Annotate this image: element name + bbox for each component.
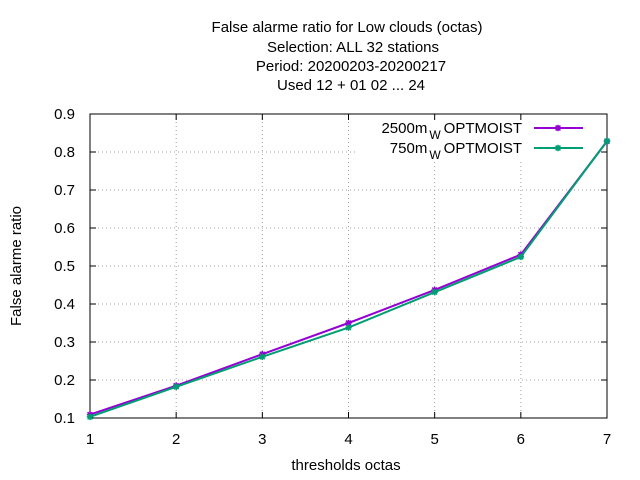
y-tick-label: 0.6 [54, 220, 75, 237]
y-tick-label: 0.5 [54, 258, 75, 275]
title-line-4: Used 12 + 01 02 ... 24 [277, 77, 425, 94]
series-2 [86, 137, 611, 421]
y-axis-label: False alarme ratio [8, 206, 25, 326]
plot-border [89, 113, 608, 419]
legend-entry-2: 750m W OPTMOIST [390, 140, 583, 162]
x-tick-label: 6 [517, 431, 525, 448]
title-line-1: False alarme ratio for Low clouds (octas… [212, 19, 483, 36]
y-tick-label: 0.8 [54, 144, 75, 161]
data-point [345, 324, 352, 331]
y-tick-label: 0.4 [54, 296, 75, 313]
x-tick-label: 2 [172, 431, 180, 448]
y-tick-label: 0.9 [54, 106, 75, 123]
data-point [517, 253, 525, 261]
data-point [554, 144, 562, 152]
legend-background [355, 116, 605, 160]
y-tick-label: 0.1 [54, 410, 75, 427]
x-tick-label: 7 [603, 431, 611, 448]
data-point [172, 383, 180, 391]
data-point [431, 289, 438, 296]
grid [90, 114, 607, 418]
series-1 [86, 138, 611, 418]
legend-label: 2500m W OPTMOIST [381, 120, 522, 142]
data-point [259, 353, 266, 361]
y-tick-label: 0.2 [54, 372, 75, 389]
x-tick-label: 5 [430, 431, 438, 448]
y-tick-label: 0.3 [54, 334, 75, 351]
title-line-3: Period: 20200203-20200217 [256, 58, 446, 75]
series [86, 137, 611, 421]
chart-title: False alarme ratio for Low clouds (octas… [212, 19, 483, 94]
x-tick-label: 1 [86, 431, 94, 448]
data-point [554, 124, 562, 132]
legend-label: 750m W OPTMOIST [390, 140, 522, 162]
title-line-2: Selection: ALL 32 stations [267, 39, 439, 56]
y-tick-label: 0.7 [54, 182, 75, 199]
legend-entry-1: 2500m W OPTMOIST [381, 120, 583, 142]
data-point [603, 137, 611, 145]
data-point [86, 413, 94, 421]
x-tick-label: 3 [258, 431, 266, 448]
x-axis-label: thresholds octas [291, 457, 400, 474]
x-tick-label: 4 [344, 431, 352, 448]
